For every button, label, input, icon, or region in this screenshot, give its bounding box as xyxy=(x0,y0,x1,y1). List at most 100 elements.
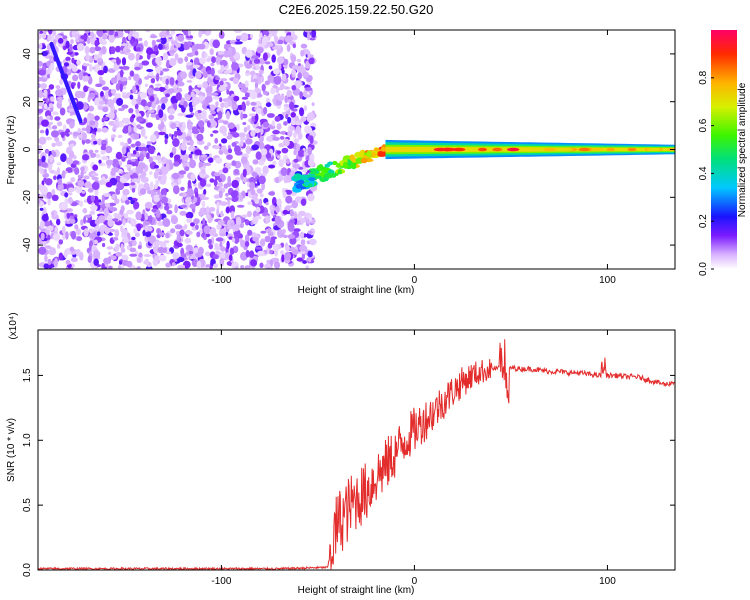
noise-speckle xyxy=(180,127,184,133)
noise-speckle xyxy=(242,176,248,183)
noise-speckle xyxy=(274,249,278,257)
noise-speckle xyxy=(149,181,154,191)
noise-speckle xyxy=(268,191,275,196)
noise-speckle xyxy=(136,266,141,269)
noise-speckle xyxy=(130,158,136,162)
noise-speckle xyxy=(115,83,121,91)
snr-plot-area xyxy=(38,330,675,570)
noise-speckle xyxy=(144,135,148,140)
noise-speckle xyxy=(64,231,69,240)
noise-speckle xyxy=(173,102,178,111)
noise-speckle xyxy=(44,110,52,118)
noise-speckle xyxy=(100,91,104,97)
noise-speckle xyxy=(135,108,140,115)
noise-speckle xyxy=(246,133,250,140)
noise-speckle xyxy=(70,39,74,44)
noise-speckle xyxy=(191,126,199,132)
noise-speckle xyxy=(236,123,240,131)
noise-speckle xyxy=(311,102,315,107)
noise-speckle xyxy=(166,210,173,215)
noise-speckle xyxy=(41,33,47,39)
noise-speckle xyxy=(109,255,117,260)
noise-speckle xyxy=(240,156,248,165)
noise-speckle xyxy=(185,213,190,218)
noise-speckle xyxy=(299,245,308,252)
noise-speckle xyxy=(281,73,287,82)
noise-speckle xyxy=(176,234,180,243)
noise-speckle xyxy=(51,130,59,138)
noise-speckle xyxy=(249,181,256,190)
noise-speckle xyxy=(263,30,269,36)
noise-speckle xyxy=(204,251,211,257)
noise-speckle xyxy=(182,153,189,162)
noise-speckle xyxy=(193,98,199,105)
noise-speckle xyxy=(172,252,180,259)
noise-speckle xyxy=(282,111,287,116)
noise-speckle xyxy=(58,37,64,44)
transition-cell xyxy=(332,160,338,166)
noise-speckle xyxy=(41,213,49,222)
noise-speckle xyxy=(197,246,204,256)
noise-speckle xyxy=(289,237,297,245)
noise-speckle xyxy=(197,110,202,114)
noise-speckle xyxy=(77,128,82,134)
noise-speckle xyxy=(117,134,123,138)
noise-speckle xyxy=(158,109,164,119)
noise-speckle xyxy=(226,240,230,249)
noise-speckle xyxy=(101,263,105,269)
noise-speckle xyxy=(94,115,100,121)
noise-speckle xyxy=(283,58,289,66)
noise-speckle xyxy=(66,212,71,219)
noise-speckle xyxy=(119,50,126,55)
streak-point xyxy=(78,118,83,124)
noise-speckle xyxy=(176,256,185,263)
noise-speckle xyxy=(223,70,229,75)
noise-speckle xyxy=(70,230,77,240)
noise-speckle xyxy=(161,196,169,204)
noise-speckle xyxy=(262,52,268,61)
noise-speckle xyxy=(171,262,176,267)
noise-speckle xyxy=(121,66,130,70)
noise-speckle xyxy=(111,59,117,63)
noise-speckle xyxy=(291,85,297,91)
noise-speckle xyxy=(146,236,155,240)
noise-speckle xyxy=(98,215,106,223)
noise-speckle xyxy=(38,76,42,83)
noise-speckle xyxy=(77,81,81,90)
noise-speckle xyxy=(93,127,98,132)
snr-series-line xyxy=(38,339,675,570)
noise-speckle xyxy=(286,44,291,52)
noise-speckle xyxy=(198,229,203,233)
noise-speckle xyxy=(153,45,159,52)
noise-speckle xyxy=(170,122,177,130)
noise-speckle xyxy=(255,151,262,160)
noise-speckle xyxy=(40,220,45,229)
noise-speckle xyxy=(127,125,132,134)
noise-speckle xyxy=(160,36,167,45)
noise-speckle xyxy=(76,59,81,66)
noise-speckle xyxy=(245,145,251,155)
noise-speckle xyxy=(42,239,47,247)
noise-speckle xyxy=(297,149,305,158)
noise-speckle xyxy=(191,258,199,268)
noise-speckle xyxy=(244,219,250,226)
noise-speckle xyxy=(297,63,301,67)
noise-speckle xyxy=(119,83,123,92)
noise-speckle xyxy=(286,89,293,97)
transition-cell xyxy=(308,177,316,182)
noise-speckle xyxy=(183,100,188,108)
noise-speckle xyxy=(270,87,276,95)
noise-speckle xyxy=(182,192,188,198)
noise-speckle xyxy=(285,113,289,120)
noise-speckle xyxy=(116,97,124,106)
noise-speckle xyxy=(186,79,193,83)
noise-speckle xyxy=(130,143,136,148)
noise-speckle xyxy=(89,46,96,54)
noise-speckle xyxy=(146,189,155,195)
noise-speckle xyxy=(292,64,300,71)
noise-speckle xyxy=(203,189,207,195)
noise-speckle xyxy=(41,180,45,186)
noise-speckle xyxy=(147,226,153,232)
noise-speckle xyxy=(62,124,67,132)
transition-cell xyxy=(293,173,302,180)
